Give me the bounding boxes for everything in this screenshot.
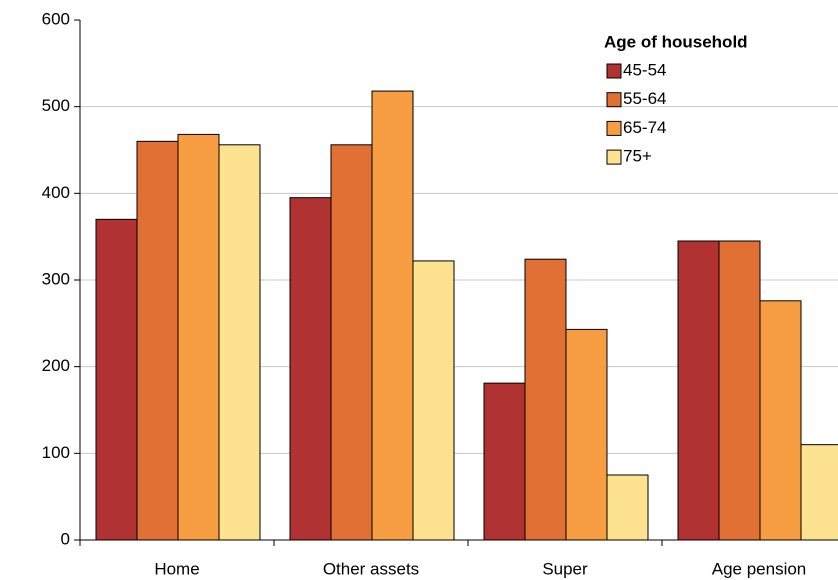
- legend-label: 75+: [623, 147, 652, 166]
- y-tick-label: 100: [42, 443, 70, 462]
- legend-swatch: [606, 63, 622, 79]
- bar: [412, 260, 455, 541]
- bar: [718, 240, 761, 541]
- bar: [565, 328, 608, 541]
- x-tick-label: Super: [542, 559, 588, 578]
- bar: [136, 140, 179, 541]
- y-tick-label: 0: [61, 529, 70, 548]
- bar: [371, 90, 414, 541]
- bar: [330, 144, 373, 541]
- bar: [800, 444, 838, 541]
- legend-swatch: [606, 120, 622, 136]
- x-tick-label: Age pension: [712, 559, 807, 578]
- bar: [483, 382, 526, 541]
- y-tick-label: 500: [42, 96, 70, 115]
- x-tick-label: Home: [154, 559, 199, 578]
- bar: [95, 218, 138, 541]
- bar: [606, 474, 649, 541]
- y-tick-label: 300: [42, 269, 70, 288]
- bar: [289, 197, 332, 541]
- legend-swatch: [606, 92, 622, 108]
- bar: [759, 300, 802, 541]
- bar: [677, 240, 720, 541]
- bar: [218, 144, 261, 541]
- y-tick-label: 200: [42, 356, 70, 375]
- bar: [177, 133, 220, 541]
- y-tick-label: 400: [42, 183, 70, 202]
- legend-swatch: [606, 149, 622, 165]
- y-tick-label: 600: [42, 9, 70, 28]
- legend-label: 65-74: [623, 118, 666, 137]
- legend-label: 45-54: [623, 60, 666, 79]
- legend-label: 55-64: [623, 89, 666, 108]
- bar: [524, 258, 567, 541]
- legend-title: Age of household: [604, 32, 748, 51]
- x-tick-label: Other assets: [323, 559, 419, 578]
